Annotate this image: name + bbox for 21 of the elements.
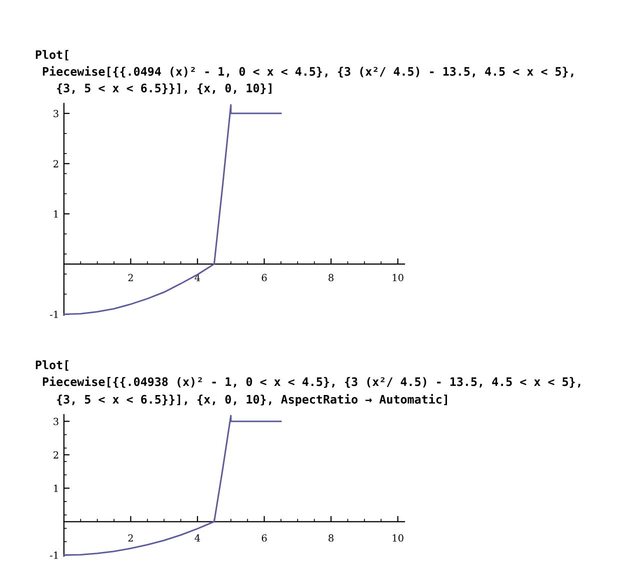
y-tick-label: 3 [54,110,58,118]
chart-title: Plot[ Piecewise[{{.0494 (x)² - 1, 0 < x < 4.5}, {3 (x²/ 4.5) - 13.5, 4.5 < x < 5}, {3, 5 < x < 6.5}}], {x, 0, 10}] [36,50,574,94]
x-tick-label: 4 [194,534,200,542]
y-tick-label: -1 [50,552,58,559]
y-tick-label: 2 [54,451,58,458]
line-series [63,414,282,556]
x-tick-label: 6 [262,534,267,542]
chart-title: Plot[ Piecewise[{{.04938 (x)² - 1, 0 < x < 4.5}, {3 (x²/ 4.5) - 13.5, 4.5 < x < 5}, {3, 5 < x < 6.5}}], {x, 0, 10}, AspectRatio → Automatic] [36,360,580,406]
y-tick-label: -1 [50,310,58,318]
x-tick-label: 10 [392,274,404,282]
y-tick-label: 2 [54,160,58,168]
x-tick-label: 6 [262,274,267,282]
y-tick-label: 1 [54,484,58,492]
x-tick-label: 10 [392,534,404,542]
x-tick-label: 2 [128,534,133,542]
y-tick-label: 1 [54,210,58,218]
x-tick-label: 8 [328,274,334,282]
line-series [63,104,282,315]
y-tick-label: 3 [54,418,58,426]
x-tick-label: 8 [328,534,334,542]
x-tick-label: 2 [128,274,133,282]
